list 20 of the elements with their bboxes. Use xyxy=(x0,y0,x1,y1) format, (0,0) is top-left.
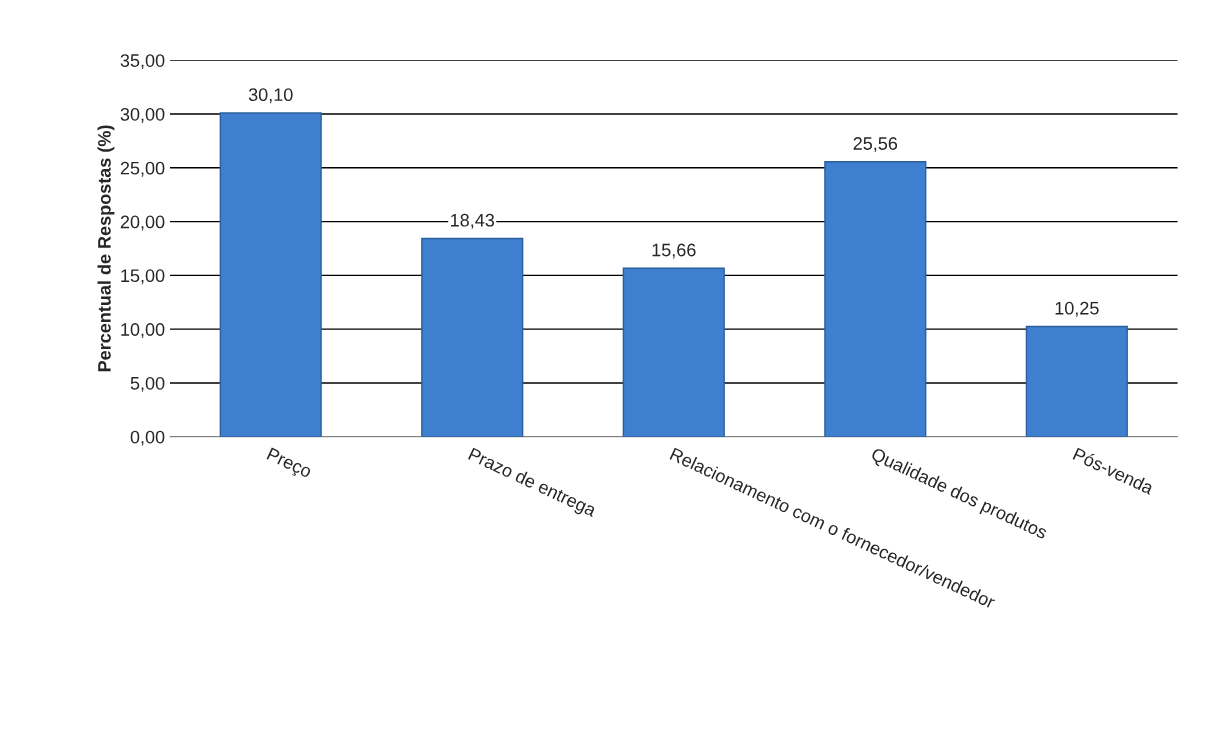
y-tick-label: 25,00 xyxy=(120,161,165,177)
y-tick-label: 15,00 xyxy=(121,269,165,285)
y-axis-title: Percentual de Respostas (%) xyxy=(97,125,115,372)
x-tick-label: Preço xyxy=(264,447,313,482)
data-label: 30,10 xyxy=(248,88,293,104)
bar xyxy=(219,112,322,437)
y-tick-label: 20,00 xyxy=(120,215,165,231)
y-tick-label: 35,00 xyxy=(120,54,165,70)
data-label: 25,56 xyxy=(853,137,898,153)
data-label: 15,66 xyxy=(652,243,696,259)
y-tick-label: 30,00 xyxy=(120,107,165,123)
y-tick-label: 5,00 xyxy=(130,376,165,392)
y-tick-label: 10,00 xyxy=(121,323,165,339)
bar xyxy=(622,267,725,437)
bar xyxy=(824,161,927,437)
bar xyxy=(1025,325,1128,437)
bar xyxy=(421,237,524,437)
data-label: 18,43 xyxy=(451,213,495,229)
y-tick-label: 0,00 xyxy=(130,430,165,446)
data-label: 10,25 xyxy=(1055,301,1099,317)
